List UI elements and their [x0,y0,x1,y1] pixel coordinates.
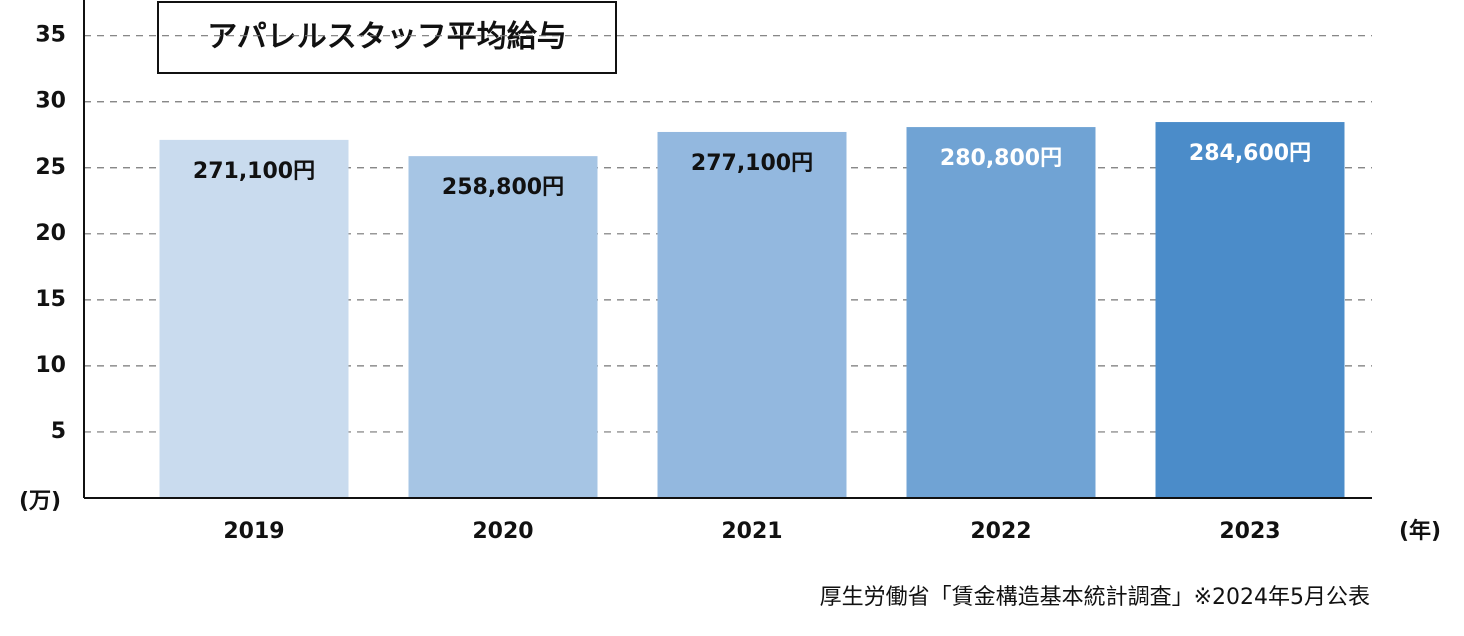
bar [159,139,349,498]
y-tick-label: 15 [35,287,66,312]
y-tick-label: 5 [51,419,66,444]
y-unit: (万) [19,489,61,514]
value-label: 284,600円 [1189,141,1311,166]
x-tick-label: 2021 [721,519,782,544]
x-unit: (年) [1399,518,1441,544]
chart-title: アパレルスタッフ平均給与 [207,20,566,55]
bar [657,131,847,499]
y-tick-label: 20 [35,221,66,246]
x-tick-label: 2023 [1219,519,1280,544]
x-tick-label: 2020 [472,519,533,544]
value-label: 277,100円 [691,151,813,176]
bar [1155,122,1345,498]
y-tick-label: 10 [35,353,66,378]
x-tick-label: 2019 [223,519,284,544]
value-label: 280,800円 [940,146,1062,171]
y-tick-label: 35 [35,23,66,48]
value-label: 258,800円 [442,175,564,200]
bar [906,127,1096,498]
y-tick-label: 30 [35,89,66,114]
value-label: 271,100円 [193,159,315,184]
bar [408,156,598,498]
y-tick-label: 25 [35,155,66,180]
source: 厚生労働省「賃金構造基本統計調査」※2024年5月公表 [820,585,1370,610]
title-box [157,1,617,74]
x-tick-label: 2022 [970,519,1031,544]
